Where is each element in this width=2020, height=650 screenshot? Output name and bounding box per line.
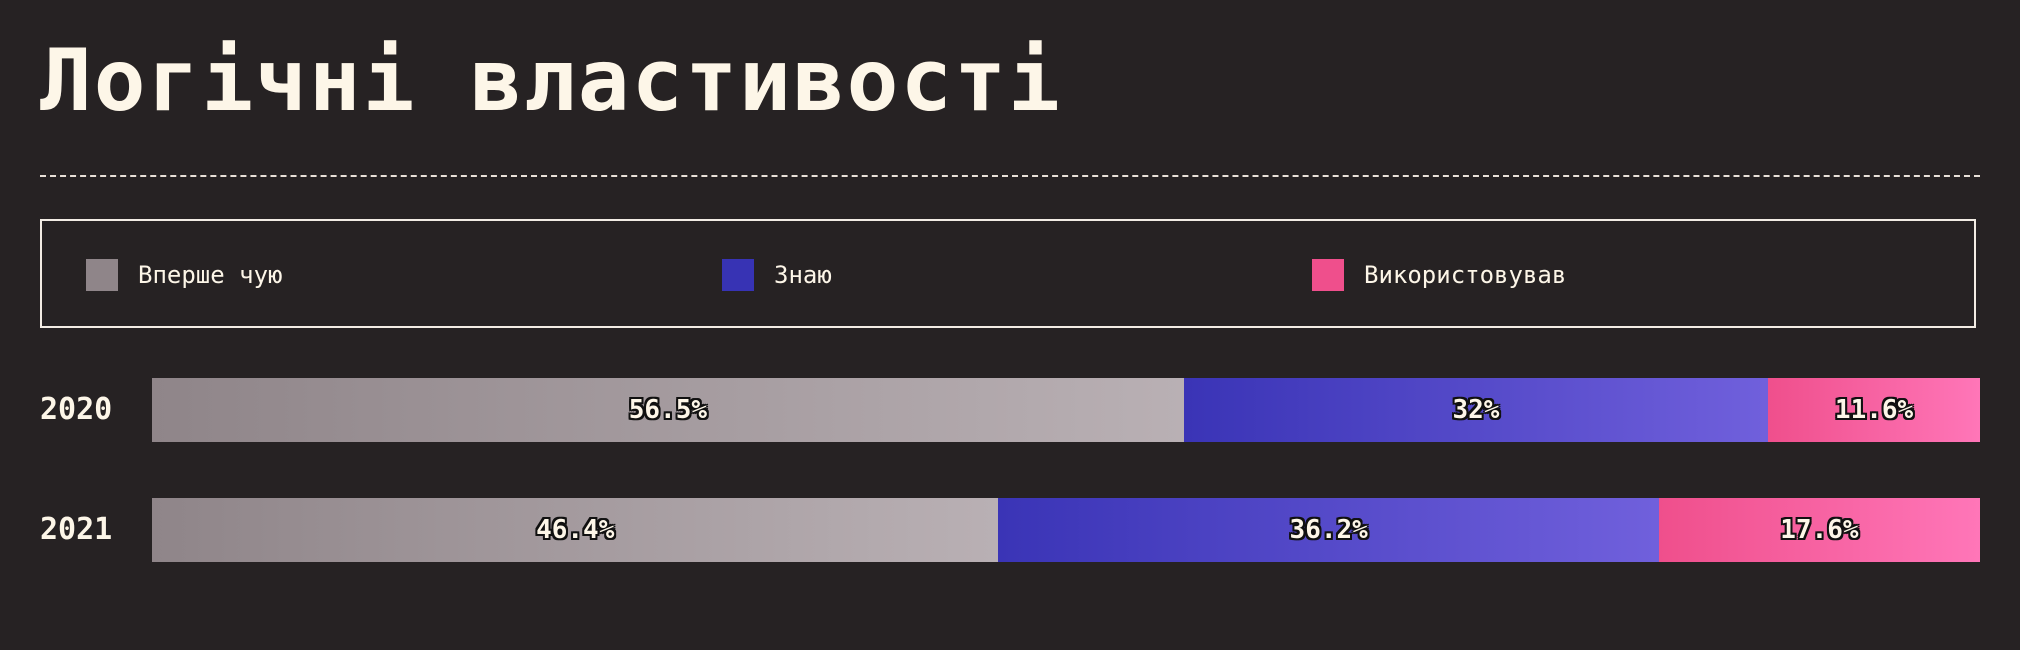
bar-row-2020: 2020 56.5% 32% 11.6% [40,378,1980,442]
stacked-bar-2020: 56.5% 32% 11.6% [152,378,1980,442]
legend-swatch-know [722,259,754,291]
title-divider [40,175,1980,177]
legend: Вперше чую Знаю Використовував [40,219,1976,328]
legend-swatch-used [1312,259,1344,291]
row-label-2021: 2021 [40,512,113,547]
bar-segment-first-time-2020: 56.5% [152,378,1184,442]
bar-segment-used-2020: 11.6% [1768,378,1980,442]
bar-row-2021: 2021 46.4% 36.2% 17.6% [40,498,1980,562]
legend-item-know: Знаю [722,259,832,291]
data-label-first-time-2021: 46.4% [536,515,615,545]
legend-swatch-first-time [86,259,118,291]
stacked-bar-2021: 46.4% 36.2% 17.6% [152,498,1980,562]
data-label-know-2021: 36.2% [1289,515,1368,545]
legend-item-used: Використовував [1312,259,1566,291]
data-label-used-2021: 17.6% [1780,515,1859,545]
data-label-first-time-2020: 56.5% [628,395,708,425]
data-label-used-2020: 11.6% [1834,395,1914,425]
legend-label-used: Використовував [1364,261,1567,289]
data-label-know-2020: 32% [1452,395,1500,425]
legend-label-first-time: Вперше чую [138,261,283,289]
bar-segment-first-time-2021: 46.4% [152,498,999,562]
chart-title: Логічні властивості [40,31,1062,131]
bar-segment-know-2020: 32% [1183,378,1769,442]
legend-item-first-time: Вперше чую [86,259,283,291]
legend-label-know: Знаю [774,261,832,289]
bar-segment-used-2021: 17.6% [1658,498,1980,562]
row-label-2020: 2020 [40,392,113,427]
bar-segment-know-2021: 36.2% [998,498,1659,562]
